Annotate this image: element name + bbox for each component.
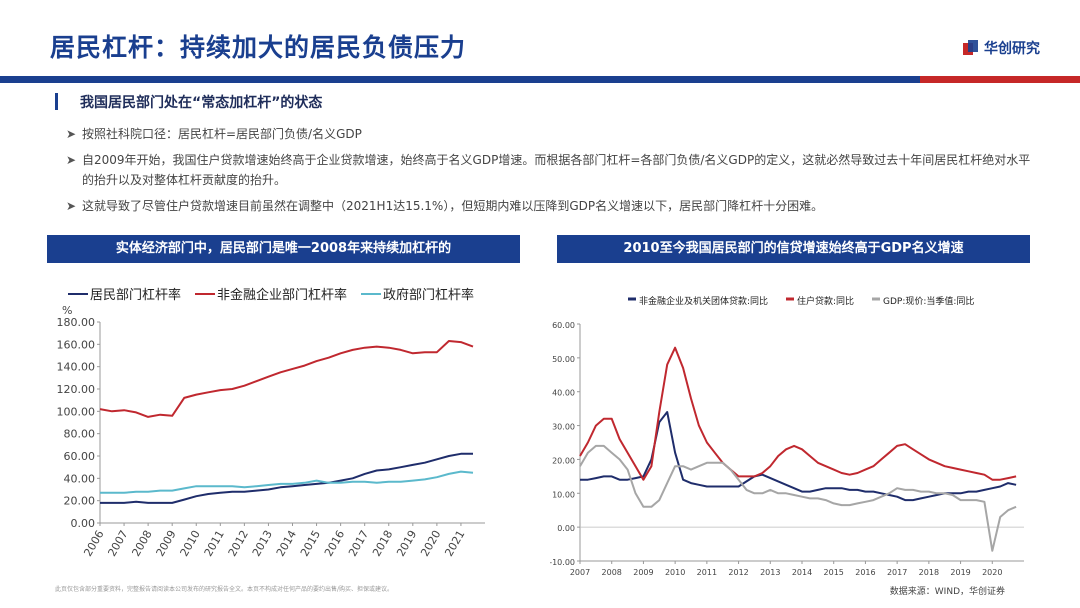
x-tick-label: 2018 (919, 568, 939, 577)
y-tick-label: 0.00 (557, 524, 575, 533)
arrow-icon: ➤ (66, 153, 77, 167)
y-tick-label: 180.00 (57, 316, 96, 329)
x-tick-label: 2020 (418, 528, 443, 559)
arrow-icon: ➤ (66, 199, 77, 213)
y-tick-label: 30.00 (552, 423, 575, 432)
x-tick-label: 2011 (202, 528, 227, 559)
y-tick-label: 0.00 (71, 517, 96, 530)
x-tick-label: 2019 (394, 528, 419, 559)
x-tick-label: 2017 (887, 568, 907, 577)
y-tick-label: 120.00 (57, 383, 96, 396)
x-tick-label: 2018 (370, 528, 395, 559)
section-marker (55, 93, 58, 110)
bullet-item: ➤ 这就导致了尽管住户贷款增速目前虽然在调整中（2021H1达15.1%），但短… (66, 196, 1041, 216)
x-tick-label: 2014 (274, 528, 299, 559)
x-tick-label: 2010 (178, 528, 203, 559)
data-source: 数据来源：WIND，华创证券 (889, 587, 1005, 597)
x-tick-label: 2016 (855, 568, 875, 577)
x-tick-label: 2017 (346, 528, 371, 559)
x-tick-label: 2013 (760, 568, 780, 577)
legend-label: 非金融企业部门杠杆率 (217, 287, 347, 303)
x-tick-label: 2008 (602, 568, 622, 577)
x-tick-label: 2010 (665, 568, 685, 577)
y-tick-label: 140.00 (57, 361, 96, 374)
bullet-text: 自2009年开始，我国住户贷款增速始终高于企业贷款增速，始终高于名义GDP增速。… (82, 153, 1031, 187)
y-tick-label: 100.00 (57, 405, 96, 418)
left-chart-title: 实体经济部门中，居民部门是唯一2008年来持续加杠杆的 (47, 235, 520, 263)
legend-label: 非金融企业及机关团体贷款:同比 (639, 295, 768, 307)
x-tick-label: 2020 (982, 568, 1002, 577)
x-tick-label: 2014 (792, 568, 812, 577)
y-tick-label: 160.00 (57, 338, 96, 351)
bullet-text: 这就导致了尽管住户贷款增速目前虽然在调整中（2021H1达15.1%），但短期内… (82, 199, 824, 213)
y-tick-label: 60.00 (64, 450, 96, 463)
x-tick-label: 2015 (298, 528, 323, 559)
legend-label: 居民部门杠杆率 (90, 287, 181, 303)
disclaimer: 此页仅包含部分重要资料，完整报告请阅读本公司发布的研究报告全文。本页不构成对任何… (55, 586, 394, 593)
x-tick-label: 2011 (697, 568, 717, 577)
y-tick-label: 60.00 (552, 321, 575, 330)
x-tick-label: 2013 (250, 528, 275, 559)
series-line (100, 470, 474, 494)
y-tick-label: -10.00 (550, 558, 575, 567)
x-tick-label: 2007 (570, 568, 590, 577)
right-chart: -10.00 0.00 10.00 20.00 30.00 40.00 50.00 60.00… (550, 295, 1024, 577)
y-tick-label: 50.00 (552, 355, 575, 364)
x-tick-label: 2015 (824, 568, 844, 577)
legend-label: GDP:现价:当季值:同比 (883, 295, 974, 307)
x-tick-label: 2012 (728, 568, 748, 577)
y-tick-label: 40.00 (64, 472, 96, 485)
series-line (100, 452, 473, 504)
series-line (580, 411, 1017, 502)
legend-label: 政府部门杠杆率 (383, 287, 474, 303)
x-tick-label: 2006 (81, 528, 106, 559)
right-chart-title: 2010至今我国居民部门的信贷增速始终高于GDP名义增速 (557, 235, 1030, 263)
bullet-item: ➤ 自2009年开始，我国住户贷款增速始终高于企业贷款增速，始终高于名义GDP增… (66, 150, 1041, 190)
brand-logo: 华创研究 (962, 38, 1040, 58)
bullet-list: ➤ 按照社科院口径：居民杠杆=居民部门负债/名义GDP ➤ 自2009年开始，我… (66, 124, 1041, 222)
y-tick-label: 10.00 (552, 490, 575, 499)
x-tick-label: 2016 (322, 528, 347, 559)
section-title: 我国居民部门处在“常态加杠杆”的状态 (80, 95, 323, 111)
y-tick-label: 40.00 (552, 389, 575, 398)
bullet-text: 按照社科院口径：居民杠杆=居民部门负债/名义GDP (82, 127, 362, 141)
legend-label: 住户贷款:同比 (797, 295, 854, 307)
y-tick-label: 80.00 (64, 428, 96, 441)
x-tick-label: 2008 (129, 528, 154, 559)
header-divider (0, 76, 1080, 83)
arrow-icon: ➤ (66, 127, 77, 141)
x-tick-label: 2009 (154, 528, 179, 559)
bullet-item: ➤ 按照社科院口径：居民杠杆=居民部门负债/名义GDP (66, 124, 1041, 144)
x-tick-label: 2007 (105, 528, 130, 559)
series-line (579, 444, 1017, 552)
x-tick-label: 2021 (442, 528, 467, 559)
y-tick-label: 20.00 (64, 495, 96, 508)
series-line (579, 346, 1017, 481)
y-tick-label: 20.00 (552, 456, 575, 465)
brand-logo-icon (962, 39, 980, 57)
brand-logo-text: 华创研究 (984, 41, 1040, 57)
series-line (99, 340, 474, 418)
y-axis-label: % (62, 304, 72, 317)
left-chart: 0.00 20.00 40.00 60.00 80.00 100.00 120.00 140.… (57, 287, 485, 559)
x-tick-label: 2009 (633, 568, 653, 577)
header-accent (920, 76, 1080, 83)
x-tick-label: 2019 (950, 568, 970, 577)
x-tick-label: 2012 (226, 528, 251, 559)
page-title: 居民杠杆：持续加大的居民负债压力 (50, 33, 467, 62)
